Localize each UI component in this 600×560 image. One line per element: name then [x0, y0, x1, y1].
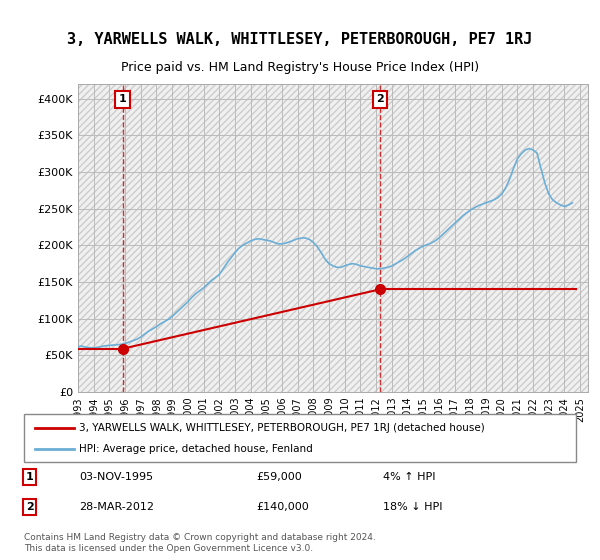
Text: Contains HM Land Registry data © Crown copyright and database right 2024.
This d: Contains HM Land Registry data © Crown c… [24, 534, 376, 553]
Text: HPI: Average price, detached house, Fenland: HPI: Average price, detached house, Fenl… [79, 444, 313, 454]
Text: 1: 1 [119, 95, 127, 104]
Text: 2: 2 [26, 502, 34, 512]
Text: £59,000: £59,000 [256, 472, 302, 482]
Text: Price paid vs. HM Land Registry's House Price Index (HPI): Price paid vs. HM Land Registry's House … [121, 60, 479, 74]
Text: 03-NOV-1995: 03-NOV-1995 [79, 472, 154, 482]
Text: 4% ↑ HPI: 4% ↑ HPI [383, 472, 436, 482]
Text: 1: 1 [26, 472, 34, 482]
Text: 3, YARWELLS WALK, WHITTLESEY, PETERBOROUGH, PE7 1RJ (detached house): 3, YARWELLS WALK, WHITTLESEY, PETERBOROU… [79, 423, 485, 433]
Text: 28-MAR-2012: 28-MAR-2012 [79, 502, 154, 512]
Text: 2: 2 [376, 95, 384, 104]
FancyBboxPatch shape [24, 414, 576, 462]
Text: 3, YARWELLS WALK, WHITTLESEY, PETERBOROUGH, PE7 1RJ: 3, YARWELLS WALK, WHITTLESEY, PETERBOROU… [67, 32, 533, 46]
Text: 18% ↓ HPI: 18% ↓ HPI [383, 502, 442, 512]
Polygon shape [78, 84, 588, 392]
Text: £140,000: £140,000 [256, 502, 308, 512]
